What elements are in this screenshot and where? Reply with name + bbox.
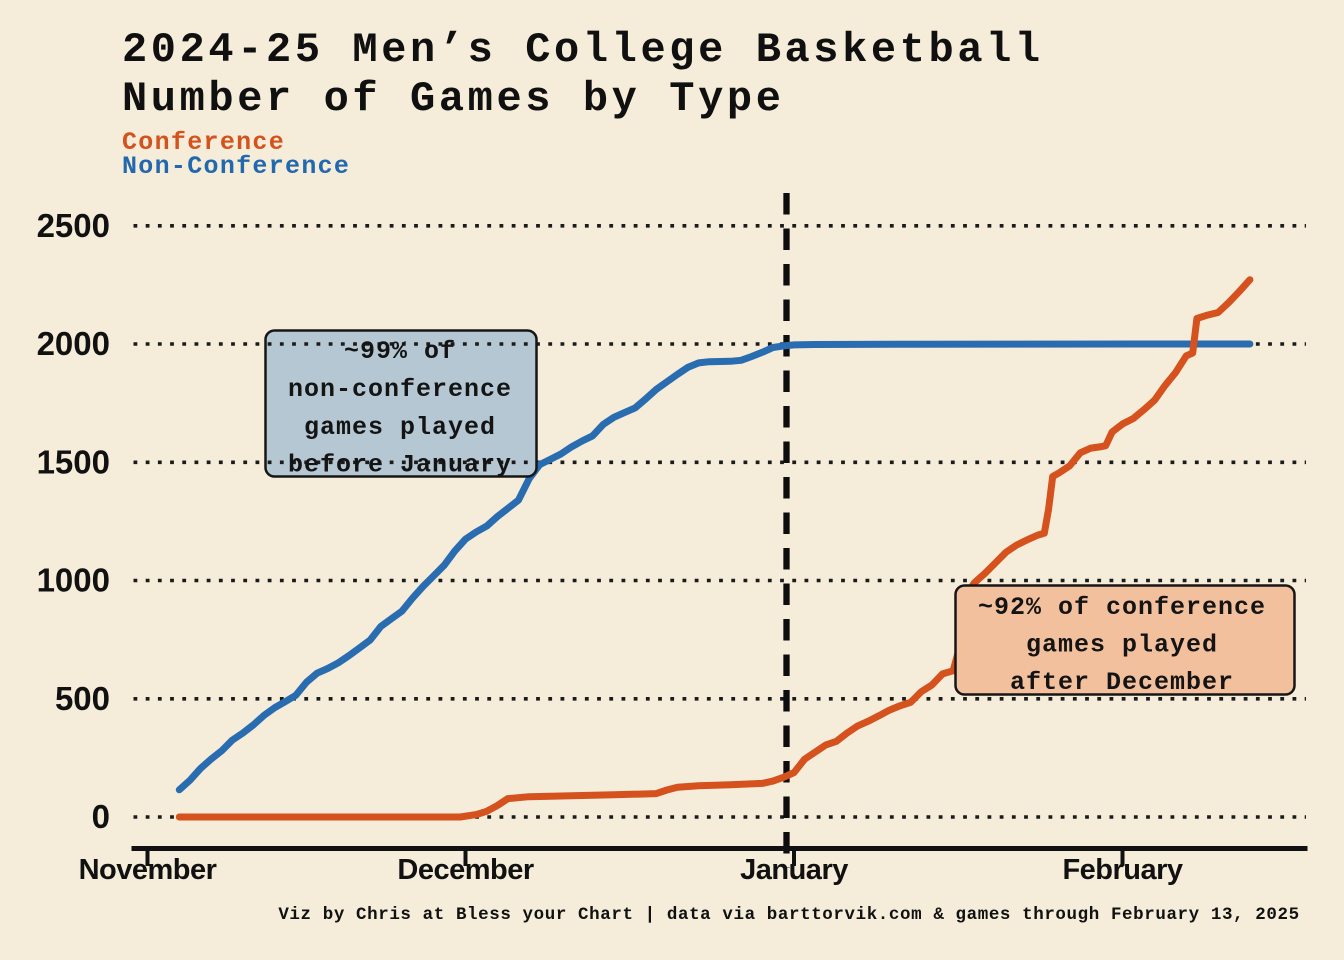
x-tick-label-january: January [740, 854, 848, 886]
chart-title-line1: 2024-25 Men’s College Basketball [122, 26, 1044, 74]
x-tick-label-november: November [79, 854, 217, 886]
source-caption: Viz by Chris at Bless your Chart | data … [278, 905, 1299, 925]
x-axis-labels: November December January February [79, 854, 1184, 886]
annotation-line: after December [1010, 668, 1234, 697]
y-tick-label: 2500 [37, 207, 110, 244]
y-tick-label: 1000 [37, 562, 110, 599]
non-conference-annotation-box [264, 329, 538, 478]
gridlines [133, 224, 1306, 819]
annotation-line: non-conference [288, 375, 512, 404]
y-tick-label: 1500 [37, 443, 110, 480]
y-tick-label: 500 [55, 680, 110, 717]
non-conference-line [175, 340, 1254, 794]
conference-annotation-text: ~92% of conference games played after De… [978, 593, 1266, 697]
chart-title: 2024-25 Men’s College Basketball Number … [122, 26, 1044, 124]
annotation-line: before January [288, 451, 512, 480]
gridlines-over-annotation [265, 342, 537, 465]
y-axis-labels: 2500 2000 1500 1000 500 0 [37, 207, 110, 835]
x-tick-label-february: February [1062, 854, 1182, 886]
conference-annotation-box [954, 584, 1296, 696]
legend-item-conference: Conference [122, 128, 286, 157]
x-tick-label-december: December [397, 854, 533, 886]
annotation-line: ~92% of conference [978, 593, 1266, 622]
annotation-line: games played [1026, 631, 1218, 660]
annotation-line: ~99% of [344, 337, 456, 366]
legend-item-non-conference: Non-Conference [122, 151, 351, 181]
y-tick-label: 0 [92, 798, 110, 835]
annotation-line: games played [304, 413, 496, 442]
chart-title-line2: Number of Games by Type [122, 75, 785, 123]
y-tick-label: 2000 [37, 325, 110, 362]
legend: Conference Non-Conference [122, 128, 351, 181]
x-axis-ticks [145, 849, 1125, 866]
non-conference-annotation-text: ~99% of non-conference games played befo… [288, 337, 512, 480]
